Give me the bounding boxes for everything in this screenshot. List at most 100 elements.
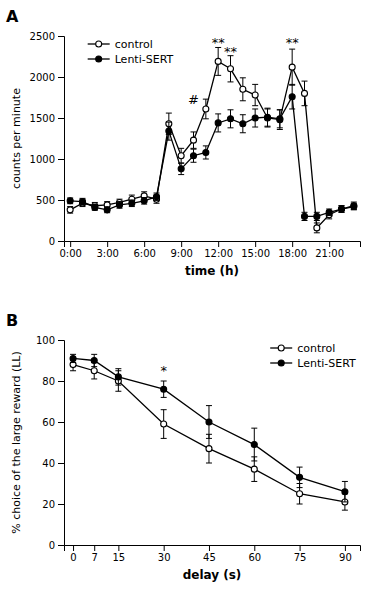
point [297,491,303,497]
point [297,474,303,480]
error-bar [206,406,212,439]
x-tick-label: 9:00 [170,248,192,259]
x-tick: 0 [70,545,76,563]
x-tick-mark [218,241,219,247]
error-bar [228,110,234,128]
error-bar [70,354,76,362]
point [115,374,121,380]
error-bar [289,49,295,85]
y-tick-label: 40 [42,458,55,469]
title: A [6,7,19,26]
series [67,84,357,220]
error-bar [339,206,345,213]
point [339,206,345,212]
y-tick-mark [58,118,64,119]
x-tick: 60 [248,545,261,563]
error-bar [215,47,221,75]
x-tick: 12:00 [204,241,233,259]
point [92,204,98,210]
error-bar [326,209,332,216]
x-tick-mark [73,545,74,551]
legend-marker [96,56,102,62]
point [314,225,320,231]
series [67,47,357,232]
x-tick: 45 [203,545,216,563]
y-tick: 0 [49,540,64,551]
y-tick-label: 60 [42,417,55,428]
error-bar [277,110,283,128]
error-bar [252,84,258,105]
point [240,86,246,92]
annotation: ** [224,44,238,59]
point [277,116,283,122]
legend-item: control [270,342,335,355]
panel: 07153045607590020406080100delay (s)% cho… [6,311,361,582]
point [206,446,212,452]
x-tick: 0:00 [59,241,81,259]
error-bar [265,109,271,127]
point [154,194,160,200]
point [314,213,320,219]
x-tick-label: 90 [339,552,352,563]
legend: controlLenti-SERT [88,38,174,66]
error-bar [302,212,308,220]
y-tick-label: 0 [49,236,55,247]
x-tick-mark [181,241,182,247]
error-bar [203,99,209,119]
y-tick-label: 500 [36,195,55,206]
y-axis-line [58,37,65,242]
error-bar [251,428,257,461]
x-tick-label: 3:00 [96,248,118,259]
x-tick-mark [107,241,108,247]
y-tick: 1500 [30,113,64,124]
error-bar [351,203,357,210]
series-line [70,97,354,217]
plot-area [67,47,357,232]
x-tick-mark [164,545,165,551]
x-tick-label: 15 [113,552,126,563]
x-tick: 30 [158,545,171,563]
y-tick-mark [58,340,64,341]
error-bar [302,81,308,106]
x-tick: 21:00 [315,241,344,259]
x-tick-label: 6:00 [133,248,155,259]
point [252,115,258,121]
point [206,419,212,425]
error-bar [191,149,197,162]
series-line [73,358,345,491]
y-tick-mark [58,77,64,78]
legend: controlLenti-SERT [270,342,356,370]
point [67,198,73,204]
x-tick: 15 [113,545,126,563]
y-tick: 2500 [30,31,64,42]
error-bar [277,110,283,130]
error-bar [129,200,135,207]
point [265,115,271,121]
x-tick-label: 0:00 [59,248,81,259]
y-tick-mark [58,504,64,505]
point [339,206,345,212]
y-axis: 05001000150020002500 [30,31,65,247]
x-axis: 0:003:006:009:0012:0015:0018:0021:00 [59,241,360,259]
y-axis: 020406080100 [36,335,65,551]
point [191,153,197,159]
x-tick-label: 0 [70,552,76,563]
x-tick-label: 45 [203,552,216,563]
error-bar [339,206,345,213]
error-bar [67,198,73,204]
x-tick-label: 75 [294,552,307,563]
y-axis-title: counts per minute [10,88,23,189]
point [289,94,295,100]
y-axis-title: % choice of the large reward (LL) [10,351,23,534]
y-tick: 60 [42,417,64,428]
x-tick: 75 [294,545,307,563]
x-axis-line [65,546,361,552]
error-bar [154,193,160,200]
x-tick-mark [70,241,71,247]
x-tick-label: 12:00 [204,248,233,259]
x-tick-label: 15:00 [241,248,270,259]
title: B [6,311,18,330]
y-tick: 40 [42,458,64,469]
y-tick-label: 100 [36,335,55,346]
error-bar [67,207,73,214]
